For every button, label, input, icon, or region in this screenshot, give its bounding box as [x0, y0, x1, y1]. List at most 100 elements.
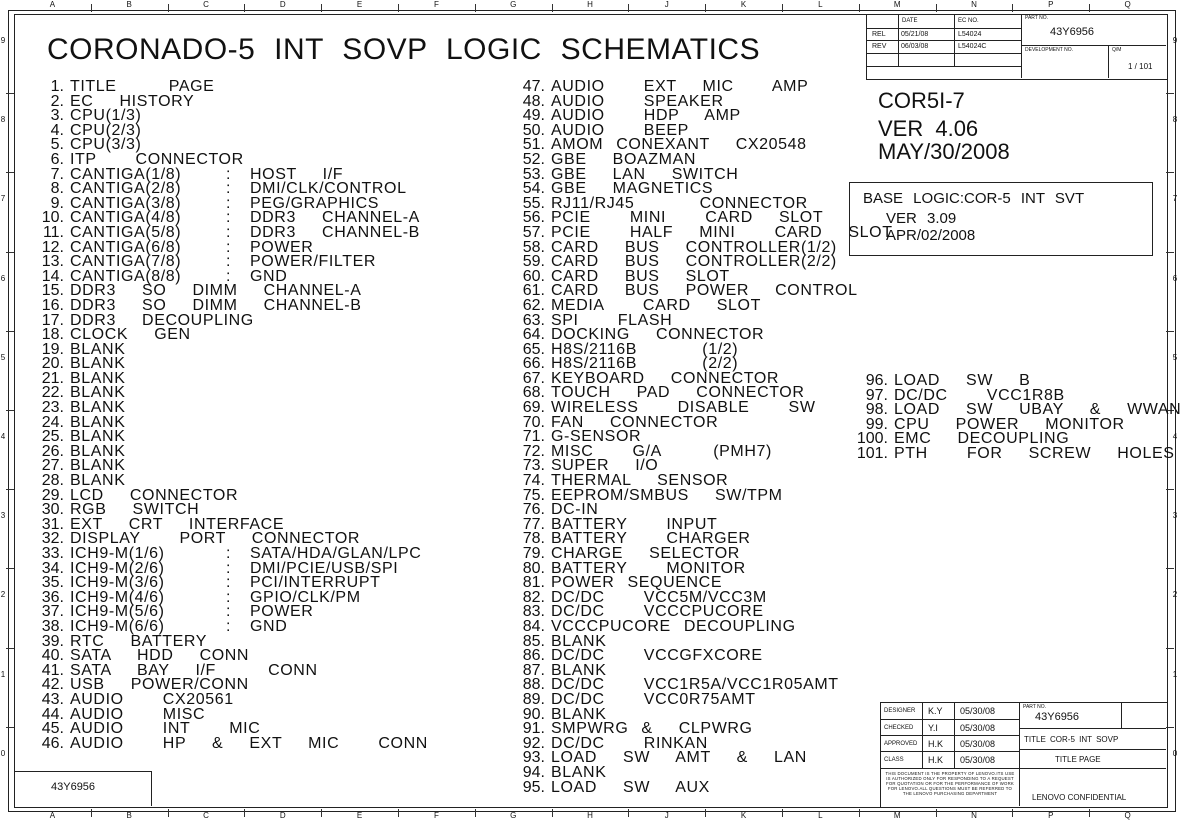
index-entry-title: GBE LAN SWITCH	[551, 165, 739, 183]
index-entry-number: 20.	[41, 355, 64, 373]
index-entry-title: PCIE HALF MINI CARD SLOT	[551, 223, 893, 241]
index-entry-subtitle: POWER/FILTER	[250, 253, 377, 271]
bottom-left-part-no: 43Y6956	[51, 781, 96, 793]
index-entry-title: BLANK	[551, 705, 607, 723]
page-title: CORONADO-5 INT SOVP LOGIC SCHEMATICS	[47, 33, 761, 66]
grid-column-label: E	[356, 0, 363, 9]
index-entry-number: 10.	[41, 209, 64, 227]
index-entry: 1. TITLE PAGE	[14, 79, 428, 95]
index-entry-number: 61.	[522, 282, 545, 300]
designer-label: DESIGNER	[884, 708, 916, 714]
index-entry-title: EXT CRT INTERFACE	[70, 515, 285, 533]
grid-tick	[6, 172, 14, 174]
approved-date: 05/30/08	[960, 739, 996, 749]
index-entry-number: 36.	[41, 588, 64, 606]
index-entry-number: 15.	[41, 282, 64, 300]
index-entry: 58. CARD BUS CONTROLLER(1/2)	[495, 239, 893, 256]
index-entry-number: 93.	[522, 749, 545, 767]
index-entry: 12. CANTIGA(6/8): POWER	[14, 238, 428, 256]
index-entry-number: 78.	[522, 530, 545, 548]
index-entry: 47. AUDIO EXT MIC AMP	[495, 78, 893, 95]
index-entry-subtitle: DMI/CLK/CONTROL	[250, 180, 407, 198]
index-entry-number: 39.	[41, 632, 64, 650]
grid-column-label: H	[587, 0, 593, 9]
index-entry-title: CARD BUS CONTROLLER(2/2)	[551, 253, 837, 271]
index-entry-title: RTC BATTERY	[70, 632, 207, 650]
index-entry-number: 96.	[865, 372, 888, 389]
index-entry-title: CLOCK GEN	[70, 326, 191, 344]
outer-border	[8, 10, 1176, 812]
index-entry: 3. CPU(1/3)	[14, 108, 428, 124]
index-entry-title: DC/DC VCC0R75AMT	[551, 690, 756, 708]
grid-row-label: 3	[0, 511, 6, 521]
grid-column-label: E	[356, 811, 363, 820]
index-entry: 87. BLANK	[495, 661, 893, 679]
index-entry: 81. POWER SEQUENCE	[495, 574, 893, 592]
index-entry-title: POWER SEQUENCE	[551, 574, 723, 592]
index-entry-number: 76.	[522, 501, 545, 519]
index-entry: 55. RJ11/RJ45 CONNECTOR	[495, 194, 893, 212]
index-entry-title: AUDIO MISC	[70, 705, 206, 723]
index-entry-colon: :	[226, 223, 231, 241]
index-entry-colon: :	[226, 603, 231, 621]
index-entry-title: CANTIGA(6/8)	[70, 238, 182, 256]
index-entry-title: EC HISTORY	[70, 92, 195, 110]
index-entry-subtitle: POWER	[250, 238, 314, 256]
index-entry-title: SATA BAY I/F CONN	[70, 661, 318, 679]
index-entry-number: 95.	[522, 778, 545, 796]
index-entry-title: DDR3 DECOUPLING	[70, 311, 254, 329]
designer-value: K.Y	[928, 706, 943, 716]
index-entry: 82. DC/DC VCC5M/VCC3M	[495, 589, 893, 606]
index-entry: 31. EXT CRT INTERFACE	[14, 515, 428, 533]
index-entry-title: DDR3 SO DIMM CHANNEL-B	[70, 296, 362, 314]
index-entry-title: AUDIO HP & EXT MIC CONN	[70, 734, 428, 752]
grid-row-label: 1	[0, 669, 6, 679]
index-entry-number: 9.	[50, 194, 64, 212]
index-entry-number: 34.	[41, 559, 64, 577]
index-entry-number: 49.	[522, 107, 545, 125]
index-entry: 4. CPU(2/3)	[14, 122, 428, 139]
index-entry-number: 24.	[41, 413, 64, 431]
index-entry-title: RJ11/RJ45 CONNECTOR	[551, 194, 808, 212]
index-entry-number: 70.	[522, 413, 545, 431]
index-entry-number: 88.	[522, 676, 545, 694]
grid-tick	[1166, 568, 1174, 570]
index-entry-number: 47.	[522, 78, 545, 95]
index-entry-subtitle: GND	[250, 617, 288, 635]
grid-tick	[1089, 809, 1091, 817]
title-block-title: TITLE COR-5 INT SOVP	[1024, 735, 1119, 744]
index-column-3: 96. LOAD SW B 97. DC/DC VCC1R8B 98. LOAD SW U…	[838, 372, 1181, 462]
index-entry-number: 73.	[522, 457, 545, 475]
index-entry-title: FAN CONNECTOR	[551, 413, 719, 431]
index-entry-title: RGB SWITCH	[70, 501, 200, 519]
index-entry: 24. BLANK	[14, 413, 428, 431]
grid-tick	[1166, 251, 1174, 253]
index-entry: 73. SUPER I/O	[495, 457, 893, 475]
index-entry: 22. BLANK	[14, 385, 428, 401]
grid-tick	[628, 4, 630, 12]
index-entry-title: BLANK	[70, 399, 126, 417]
index-entry-number: 97.	[865, 386, 888, 404]
index-entry-colon: :	[226, 617, 231, 635]
index-column-2: 47. AUDIO EXT MIC AMP 48. AUDIO SPEAKER 49. A…	[495, 78, 893, 796]
grid-column-label: C	[203, 0, 209, 9]
index-entry: 23. BLANK	[14, 399, 428, 417]
index-entry-number: 44.	[41, 705, 64, 723]
index-entry: 97. DC/DC VCC1R8B	[838, 386, 1181, 404]
grid-column-label: N	[971, 811, 977, 820]
dev-no-header: DEVELOPMENT NO.	[1025, 47, 1073, 53]
index-entry-title: ICH9-M(5/6)	[70, 603, 165, 621]
grid-row-label: 4	[1172, 432, 1178, 441]
grid-tick	[782, 4, 783, 12]
grid-tick	[474, 4, 476, 12]
index-entry-number: 90.	[522, 705, 545, 723]
index-entry-title: BLANK	[551, 661, 607, 679]
index-entry: 53. GBE LAN SWITCH	[495, 165, 893, 183]
index-entry-title: CANTIGA(4/8)	[70, 209, 182, 227]
index-entry-title: ITP CONNECTOR	[70, 150, 244, 168]
rev-date: 06/03/08	[901, 43, 929, 50]
grid-column-label: D	[279, 811, 286, 820]
grid-tick	[321, 4, 323, 12]
index-entry-number: 52.	[522, 150, 545, 168]
grid-tick	[6, 93, 14, 95]
